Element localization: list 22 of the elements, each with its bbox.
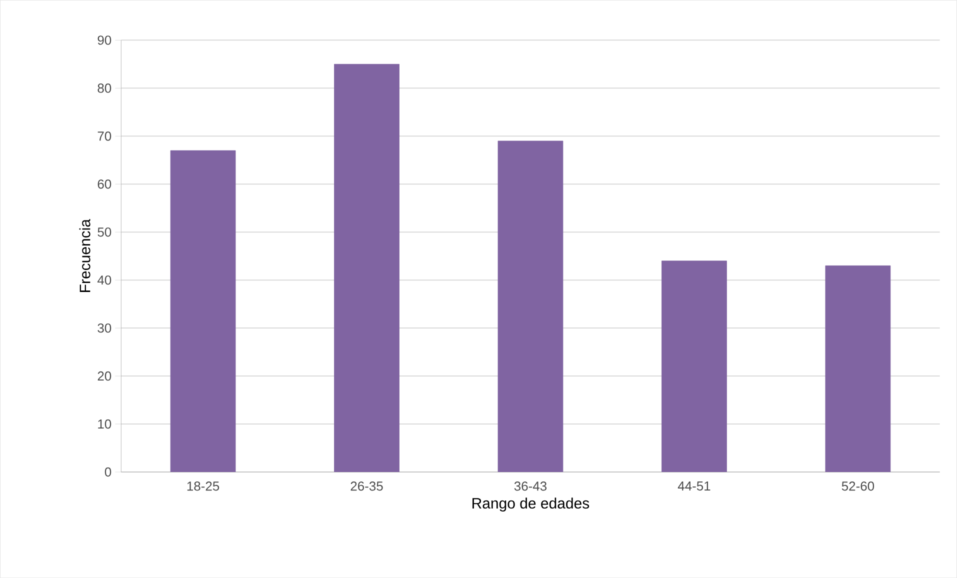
x-tick-label: 52-60 bbox=[842, 481, 874, 491]
x-tick-label: 18-25 bbox=[187, 481, 220, 491]
y-tick-label: 30 bbox=[98, 323, 112, 333]
x-tick-label: 44-51 bbox=[678, 481, 710, 491]
y-tick-label: 60 bbox=[98, 179, 112, 189]
bar bbox=[825, 265, 891, 472]
y-axis-title: Frecuencia bbox=[79, 218, 90, 292]
y-tick-label: 40 bbox=[97, 275, 112, 285]
y-tick-label: 50 bbox=[98, 227, 112, 237]
y-tick-label: 80 bbox=[98, 83, 112, 93]
y-tick-label: 70 bbox=[98, 131, 112, 141]
bar bbox=[170, 150, 236, 472]
bar bbox=[334, 64, 400, 472]
y-tick-label: 20 bbox=[98, 371, 112, 381]
bar bbox=[662, 260, 727, 472]
x-axis-title: Rango de edades bbox=[472, 498, 590, 512]
x-tick-label: 26-35 bbox=[350, 481, 383, 491]
x-tick-label: 36-43 bbox=[514, 481, 547, 491]
y-tick-label: 90 bbox=[98, 36, 112, 45]
y-tick-label: 10 bbox=[98, 419, 112, 429]
bar bbox=[498, 140, 564, 472]
y-tick-label: 0 bbox=[104, 467, 112, 477]
